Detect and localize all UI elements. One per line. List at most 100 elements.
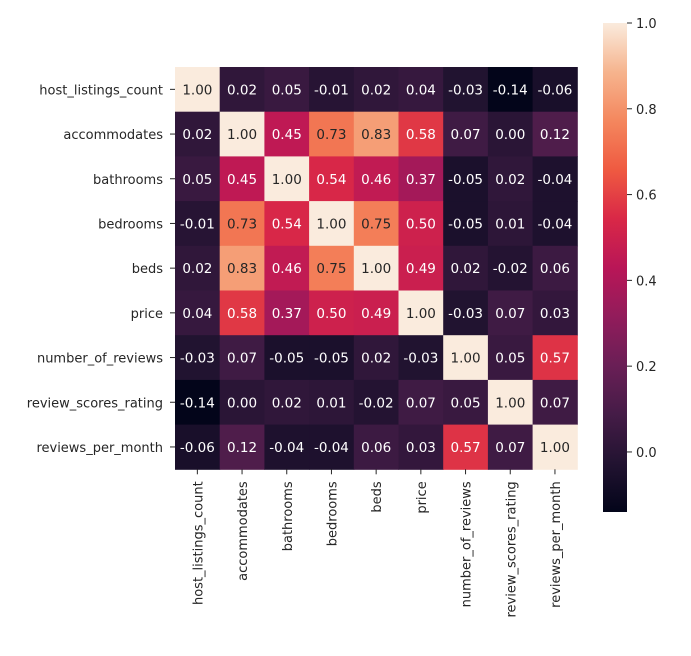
cell-annotation: 0.50 <box>316 306 346 322</box>
heatmap-cell <box>532 67 578 113</box>
cell-annotation: 0.75 <box>316 261 346 277</box>
heatmap-cell <box>398 111 444 157</box>
y-tick-label: beds <box>132 262 164 277</box>
heatmap-cell <box>219 379 265 426</box>
heatmap-cell <box>219 245 265 291</box>
colorbar-tick-label: 0.4 <box>636 274 657 289</box>
cell-annotation: 0.07 <box>495 306 525 322</box>
cell-annotation: 0.02 <box>272 395 302 411</box>
cell-annotation: 0.07 <box>451 127 481 143</box>
cell-annotation: 0.01 <box>316 395 346 411</box>
heatmap-cell <box>264 111 310 157</box>
colorbar-tick-label: 0.8 <box>636 103 657 118</box>
y-tick-label: host_listings_count <box>39 83 163 98</box>
heatmap-cell <box>487 290 534 336</box>
heatmap-cell <box>353 111 399 157</box>
heatmap-cell <box>532 111 578 157</box>
y-tick-label: accommodates <box>63 128 163 143</box>
heatmap-cell <box>398 201 444 247</box>
cell-annotation: 0.50 <box>406 216 436 232</box>
colorbar-tick-label: 0.6 <box>636 189 657 204</box>
cell-annotation: 0.06 <box>361 440 391 456</box>
y-tick-label: reviews_per_month <box>36 441 163 456</box>
cell-annotation: 0.54 <box>272 216 302 232</box>
heatmap-cell <box>175 290 221 336</box>
heatmap-cell <box>309 379 355 426</box>
heatmap-cell <box>264 67 310 113</box>
heatmap-cell <box>309 67 355 113</box>
heatmap-cell <box>175 111 221 157</box>
cell-annotation: 0.01 <box>495 216 525 232</box>
cell-annotation: 0.02 <box>227 82 257 98</box>
cell-annotation: 0.12 <box>540 127 570 143</box>
heatmap-cell <box>309 245 355 291</box>
cell-annotation: 0.02 <box>361 82 391 98</box>
cell-annotation: 1.00 <box>227 127 257 143</box>
cell-annotation: 0.07 <box>540 395 570 411</box>
cell-annotation: 0.54 <box>316 172 346 188</box>
cell-annotation: 0.58 <box>227 306 257 322</box>
colorbar: 0.0 0.2 0.4 0.6 0.8 1.0 <box>603 17 657 512</box>
cell-annotation: 0.07 <box>406 395 436 411</box>
cell-annotation: 0.83 <box>227 261 257 277</box>
heatmap-cell <box>353 379 399 426</box>
heatmap-cell <box>219 111 265 157</box>
y-tick-label: bathrooms <box>93 173 163 188</box>
cell-annotation: 1.00 <box>406 306 436 322</box>
cell-annotation: 0.58 <box>406 127 436 143</box>
cell-annotation: 0.02 <box>495 172 525 188</box>
heatmap-cell <box>309 290 355 336</box>
cell-annotation: -0.05 <box>448 172 483 188</box>
y-tick-label: number_of_reviews <box>37 352 163 367</box>
heatmap-cell <box>175 67 221 113</box>
heatmap-cell <box>219 335 265 381</box>
cell-annotation: -0.03 <box>448 306 483 322</box>
heatmap-cell <box>175 201 221 247</box>
cell-annotation: 0.49 <box>406 261 436 277</box>
x-tick-label: bathrooms <box>281 481 296 551</box>
cell-annotation: -0.03 <box>180 351 215 367</box>
heatmap-cell <box>532 379 578 426</box>
heatmap-cell <box>219 201 265 247</box>
heatmap-cell <box>398 379 444 426</box>
heatmap-cell <box>175 245 221 291</box>
heatmap-cell <box>219 67 265 113</box>
cell-annotation: 0.12 <box>227 440 257 456</box>
heatmap-cell <box>309 156 355 202</box>
cell-annotation: 0.75 <box>361 216 391 232</box>
cell-annotation: -0.05 <box>448 216 483 232</box>
cell-annotation: 0.57 <box>451 440 481 456</box>
cell-annotation: 1.00 <box>182 82 212 98</box>
cell-annotation: 0.05 <box>272 82 302 98</box>
heatmap-cell <box>532 290 578 336</box>
heatmap-cell <box>398 156 444 202</box>
x-tick-label: price <box>415 481 430 513</box>
cell-annotation: 0.37 <box>406 172 436 188</box>
cell-annotation: -0.05 <box>314 351 349 367</box>
heatmap-cell <box>443 201 489 247</box>
heatmap-cell <box>264 290 310 336</box>
colorbar-tick-label: 0.2 <box>636 360 657 375</box>
cell-annotation: 1.00 <box>272 172 302 188</box>
heatmap-cell <box>398 424 444 470</box>
heatmap-cell <box>487 156 534 202</box>
x-tick-label: number_of_reviews <box>460 481 475 607</box>
cell-annotation: 0.83 <box>361 127 391 143</box>
heatmap-cell <box>532 335 578 381</box>
heatmap-cell <box>487 335 534 381</box>
cell-annotation: -0.06 <box>180 440 215 456</box>
cell-annotation: -0.04 <box>314 440 349 456</box>
cell-annotation: 0.46 <box>361 172 391 188</box>
heatmap-cell <box>443 111 489 157</box>
heatmap-cell <box>443 245 489 291</box>
heatmap-cell <box>175 424 221 470</box>
cell-annotation: 1.00 <box>540 440 570 456</box>
cell-annotation: -0.14 <box>493 82 528 98</box>
heatmap-cell <box>487 67 534 113</box>
cell-annotation: 0.45 <box>272 127 302 143</box>
cell-annotation: -0.06 <box>537 82 572 98</box>
cell-annotation: -0.04 <box>537 216 572 232</box>
heatmap-cell <box>398 290 444 336</box>
cell-annotation: -0.05 <box>269 351 304 367</box>
cell-annotation: 0.02 <box>182 127 212 143</box>
